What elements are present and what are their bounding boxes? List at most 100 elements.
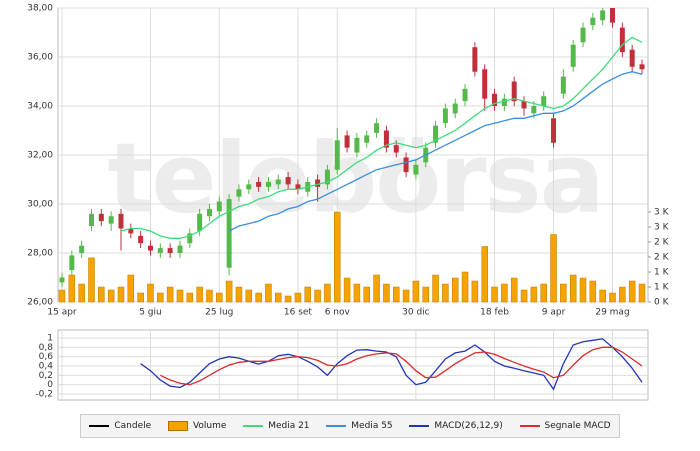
candle-body: [98, 213, 104, 222]
legend-item: Candele: [89, 421, 151, 431]
volume-bar: [245, 289, 253, 303]
volume-bar: [225, 280, 233, 303]
legend-item: Media 21: [243, 421, 310, 431]
volume-bar: [589, 280, 597, 303]
volume-bar: [442, 283, 449, 303]
candle-body: [413, 164, 419, 175]
volume-bar: [216, 292, 223, 303]
legend-item: Media 55: [326, 421, 393, 431]
volume-bar: [255, 292, 262, 303]
volume-bar: [491, 286, 498, 303]
y2-tick-label: 1 K: [654, 283, 670, 293]
y-tick-label: 26,00: [27, 298, 53, 308]
volume-bar: [107, 289, 115, 303]
candle-body: [541, 96, 547, 106]
candle-body: [177, 245, 183, 253]
volume-bar: [176, 289, 184, 303]
x-tick-label: 9 apr: [542, 308, 566, 318]
legend: Candele Volume Media 21 Media 55 MACD(26,12,…: [80, 414, 620, 438]
volume-bar: [402, 289, 410, 303]
volume-bar: [432, 274, 439, 303]
y-tick-label: 0,4: [39, 362, 54, 372]
candle-body: [315, 179, 321, 187]
y2-tick-label: 2 K: [654, 253, 670, 263]
candle-body: [629, 49, 635, 67]
candle-body: [492, 93, 498, 106]
volume-bar: [560, 283, 567, 303]
volume-bar: [530, 286, 538, 303]
volume-bar: [628, 280, 636, 303]
candle-body: [275, 179, 281, 185]
legend-swatch: [167, 421, 188, 431]
volume-bar: [235, 286, 243, 303]
candle-body: [531, 106, 537, 114]
volume-bar: [265, 283, 272, 303]
candle-body: [59, 277, 65, 283]
macd-panel: [57, 329, 649, 401]
candle-body: [374, 123, 380, 133]
candle-body: [265, 181, 271, 187]
candle-body: [354, 137, 360, 153]
y-tick-label: 30,00: [27, 200, 53, 210]
candle-body: [206, 208, 212, 217]
y2-tick-label: 3 K: [654, 208, 670, 218]
y2-tick-label: 2 K: [654, 238, 670, 248]
candle-body: [79, 245, 85, 253]
volume-bar: [609, 292, 616, 303]
y-tick-label: 36,00: [27, 53, 53, 63]
y-tick-label: 28,00: [27, 249, 53, 259]
x-tick-label: 16 set: [284, 308, 313, 318]
volume-bar: [117, 286, 125, 303]
candle-body: [216, 201, 222, 212]
y-tick-label: 0,2: [39, 371, 53, 381]
legend-swatch: [89, 425, 110, 427]
y2-tick-label: 1 K: [654, 268, 670, 278]
legend-item: Volume: [167, 421, 226, 431]
volume-bar: [540, 283, 547, 303]
candle-body: [521, 101, 527, 109]
x-tick-label: 15 apr: [47, 308, 77, 318]
y-tick-label: 1: [47, 334, 53, 344]
volume-bar: [461, 271, 469, 303]
legend-label: Media 55: [351, 421, 393, 431]
candle-body: [69, 255, 75, 271]
candle-body: [236, 189, 242, 197]
candle-body: [157, 248, 163, 253]
x-tick-label: 29 mag: [595, 308, 629, 318]
y2-tick-label: 0 K: [654, 298, 670, 308]
x-tick-label: 30 dic: [402, 308, 430, 318]
volume-bar: [304, 286, 312, 303]
candle-body: [344, 135, 350, 148]
candle-body: [167, 248, 173, 253]
candle-body: [551, 118, 557, 143]
y-tick-label: 0,8: [39, 343, 54, 353]
volume-bar: [284, 295, 292, 303]
volume-bar: [343, 277, 351, 303]
candle-body: [108, 216, 114, 224]
candle-body: [285, 177, 291, 185]
candle-body: [452, 103, 458, 114]
series-line: [160, 346, 643, 386]
legend-item: Segnale MACD: [519, 421, 611, 431]
candle-body: [246, 184, 252, 190]
volume-bar: [383, 283, 390, 303]
legend-label: Media 21: [268, 421, 310, 431]
y-tick-label: 34,00: [27, 102, 53, 112]
volume-bar: [334, 211, 341, 303]
volume-bar: [569, 274, 577, 303]
volume-bar: [520, 289, 528, 303]
candle-body: [600, 10, 606, 21]
volume-bar: [206, 289, 213, 303]
candle-body: [138, 235, 144, 244]
candle-body: [334, 140, 340, 170]
candle-body: [128, 228, 134, 234]
y-tick-label: -0,2: [35, 390, 53, 400]
volume-bar: [363, 286, 370, 303]
candle-body: [147, 245, 153, 251]
volume-bar: [314, 289, 321, 303]
volume-bar: [599, 289, 606, 303]
volume-bar: [422, 286, 429, 303]
volume-bar: [275, 292, 282, 303]
candle-body: [511, 81, 517, 102]
